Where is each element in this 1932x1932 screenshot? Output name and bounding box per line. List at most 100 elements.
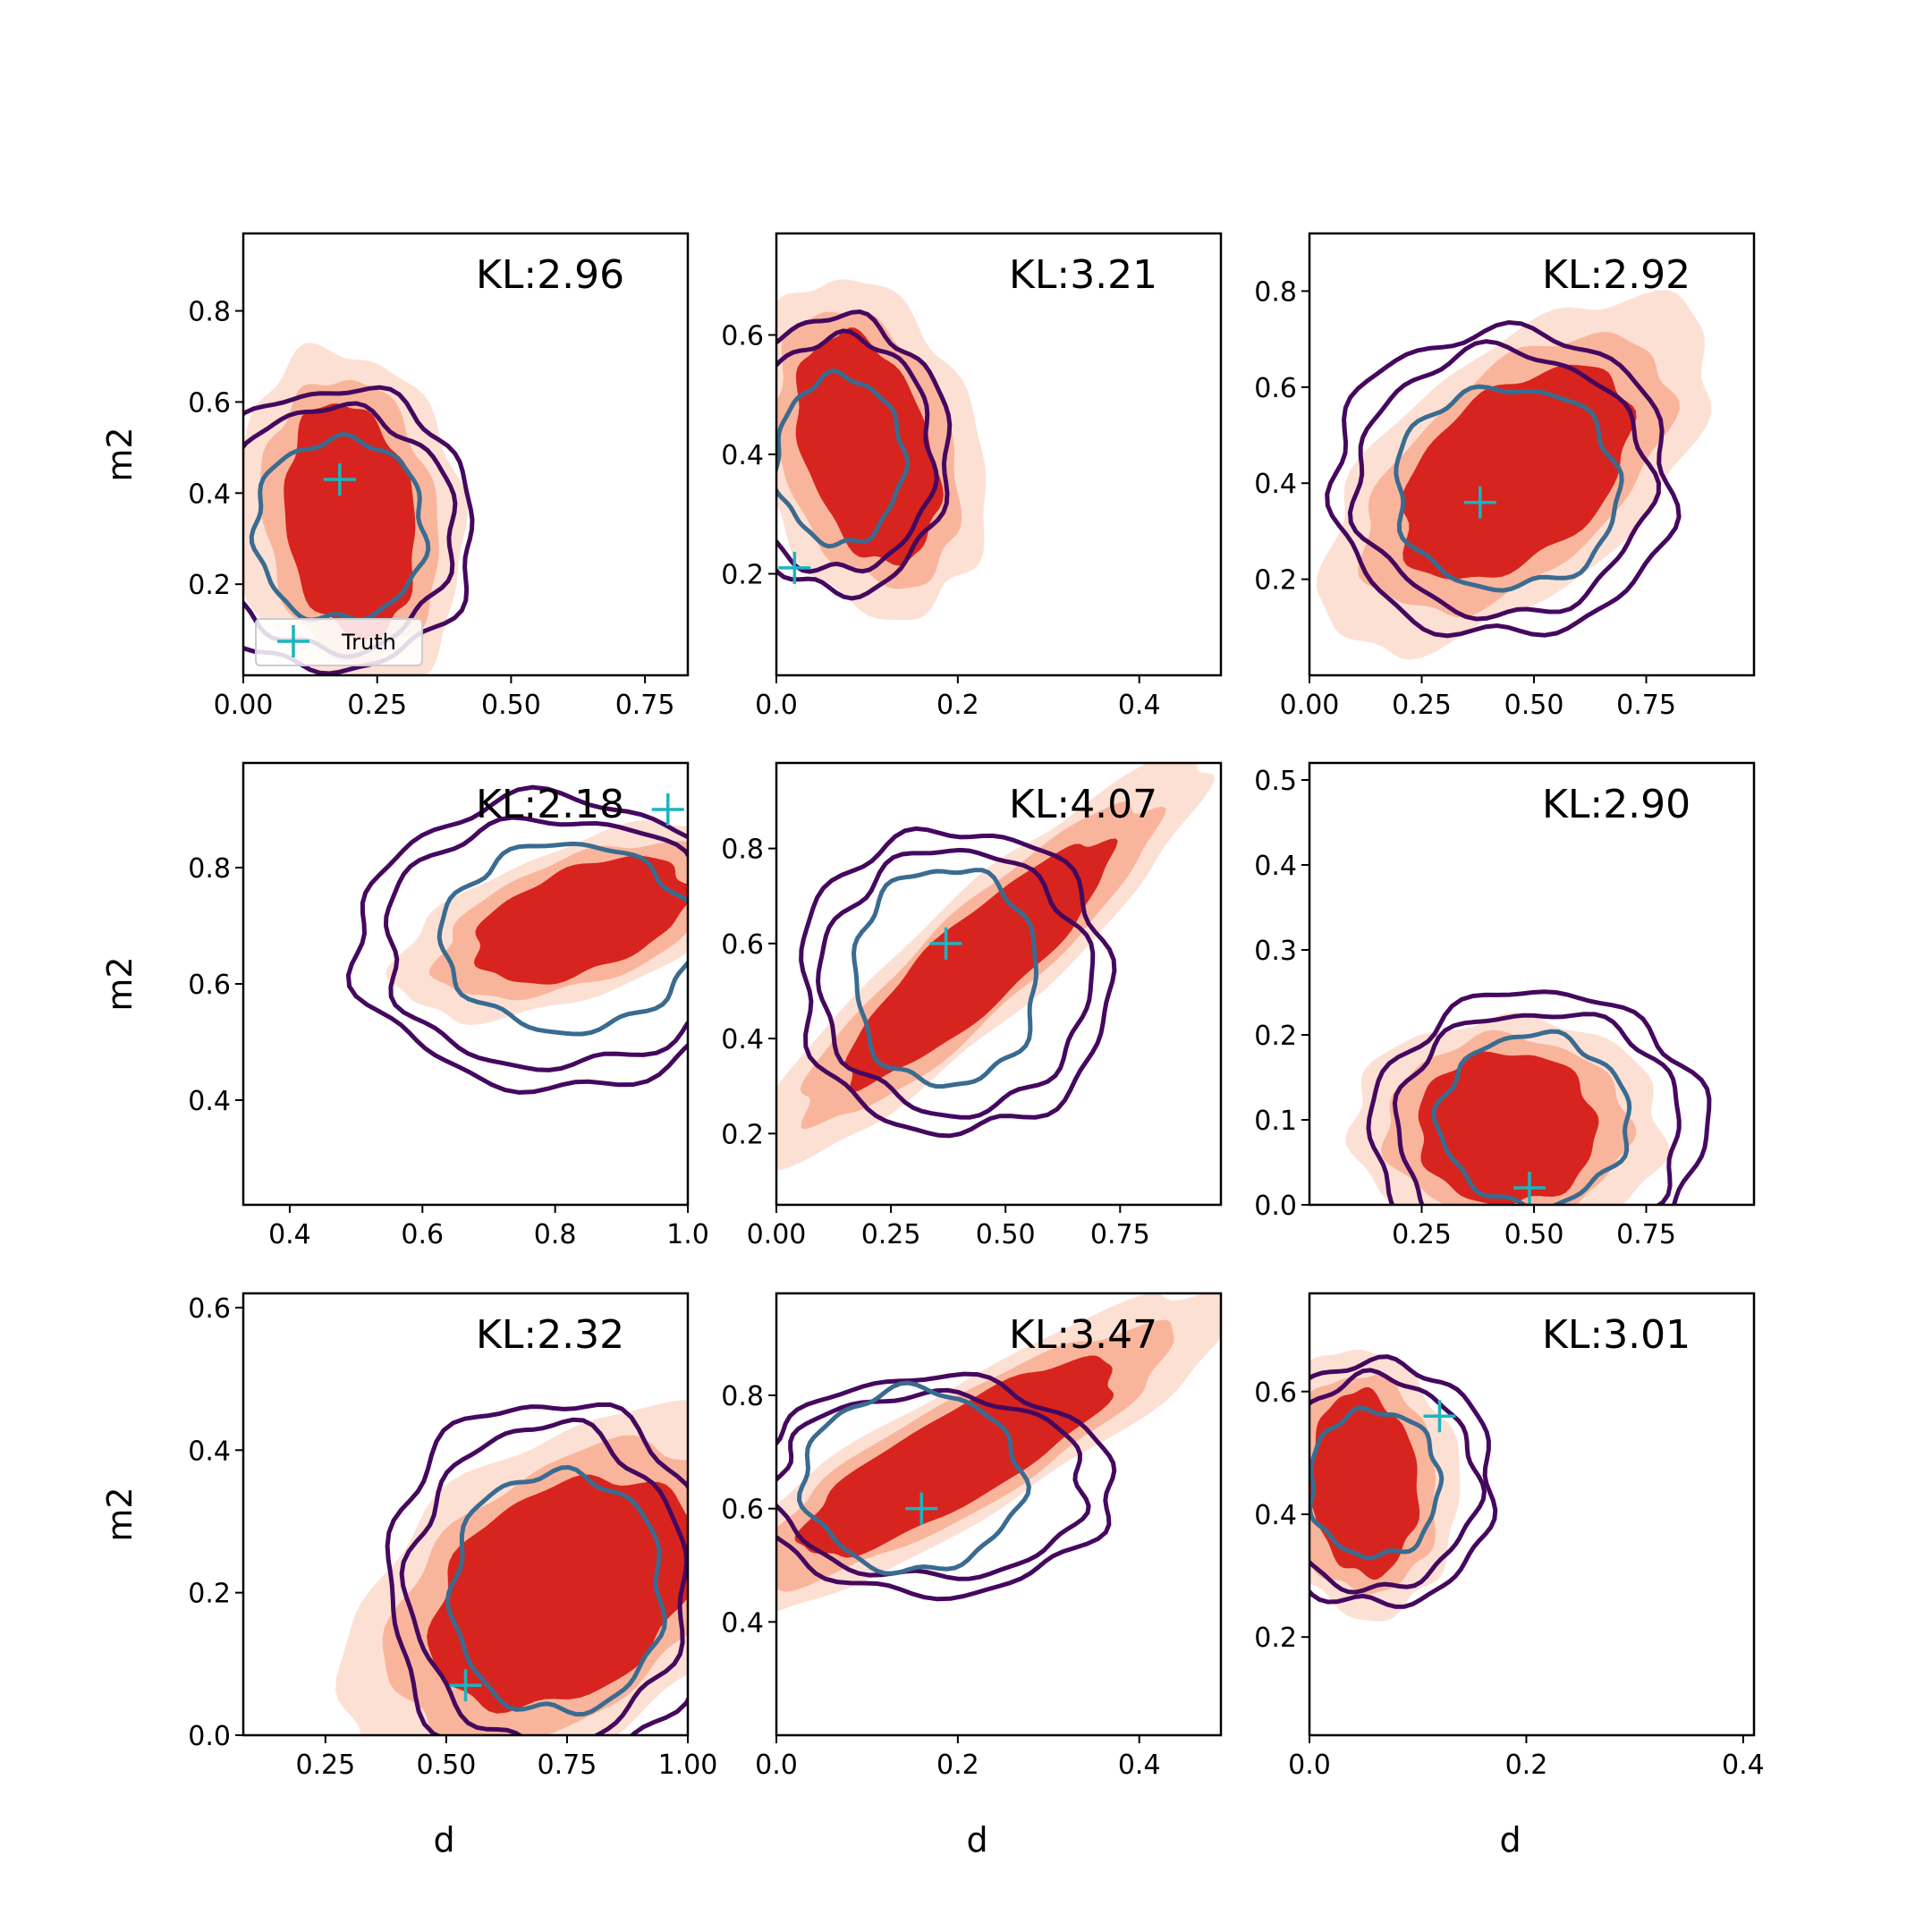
plot-area	[335, 1400, 688, 1735]
legend: Truth	[255, 618, 423, 666]
y-tick-label: 0.8	[1254, 276, 1297, 308]
contour-inner	[776, 368, 911, 549]
contour-outer	[776, 309, 953, 601]
y-tick-label: 0.2	[721, 1119, 764, 1150]
kl-label: KL:2.92	[1542, 252, 1690, 298]
y-tick-label: 0.2	[721, 560, 764, 591]
density-fill-inner	[1309, 1387, 1420, 1580]
x-tick-label: 0.25	[295, 1750, 355, 1781]
subplot-5: 0.00 0.25 0.50 0.75 0.2 0.4 0.6 0.8 KL:4.07	[721, 761, 1223, 1250]
subplot-2: 0.0 0.2 0.4 0.2 0.4 0.6 KL:3.21	[721, 232, 1223, 721]
kl-label: KL:3.21	[1009, 252, 1157, 298]
truth-marker	[651, 793, 684, 826]
y-tick-label: 0.4	[188, 1086, 231, 1117]
contour-middle	[776, 1387, 1091, 1581]
x-tick-label: 0.2	[936, 1750, 979, 1781]
axes-frame	[1308, 232, 1756, 677]
kl-label: KL:2.18	[476, 782, 624, 827]
plot-area	[1345, 989, 1712, 1205]
y-tick-label: 0.0	[188, 1721, 231, 1752]
x-axis-label: d	[966, 1820, 987, 1860]
subplot-3: 0.00 0.25 0.50 0.75 0.2 0.4 0.6 0.8 KL:2.92	[1254, 232, 1756, 721]
plot-area	[776, 279, 987, 620]
contour-inner	[249, 431, 431, 623]
contour-inner	[1431, 1029, 1632, 1205]
y-axis-label: m2	[100, 956, 140, 1011]
y-tick-label: 0.6	[188, 1293, 231, 1325]
x-tick-label: 0.75	[1616, 690, 1676, 721]
y-tick-label: 0.6	[188, 970, 231, 1001]
truth-marker	[905, 1492, 938, 1525]
y-tick-label: 0.2	[1254, 1623, 1297, 1654]
y-tick-label: 0.4	[1254, 469, 1297, 500]
x-tick-label: 0.2	[1505, 1750, 1548, 1781]
y-axis-label: m2	[100, 427, 140, 481]
y-tick-label: 0.8	[721, 1381, 764, 1412]
y-tick-label: 0.2	[1254, 1021, 1297, 1052]
kl-label: KL:3.01	[1542, 1312, 1690, 1358]
y-tick-label: 0.3	[1254, 936, 1297, 967]
x-tick-label: 0.50	[416, 1750, 476, 1781]
y-tick-label: 0.4	[1254, 851, 1297, 882]
contour-outer	[799, 826, 1117, 1139]
x-tick-label: 0.8	[534, 1219, 577, 1250]
x-tick-label: 0.00	[1280, 690, 1340, 721]
contour-outer	[776, 1371, 1117, 1602]
subplot-8: 0.0 0.2 0.4 0.4 0.6 0.8 KL:3.47 d	[721, 1292, 1223, 1860]
x-tick-label: 0.50	[976, 1219, 1036, 1250]
y-tick-label: 0.8	[188, 853, 231, 885]
subplot-1: 0.00 0.25 0.50 0.75 0.2 0.4 0.6 0.8 KL:2.96 m2 Tru…	[100, 232, 690, 721]
x-tick-label: 0.4	[268, 1219, 311, 1250]
x-axis-label: d	[1499, 1820, 1521, 1860]
axes-frame	[775, 1292, 1223, 1737]
y-tick-label: 0.2	[188, 1579, 231, 1610]
truth-marker	[323, 463, 356, 496]
y-tick-label: 0.1	[1254, 1106, 1297, 1137]
subplot-6: 0.25 0.50 0.75 0.0 0.1 0.2 0.3 0.4 0.5 KL:2.90	[1254, 761, 1756, 1250]
x-tick-label: 0.75	[1616, 1219, 1676, 1250]
kl-label: KL:2.32	[476, 1312, 624, 1358]
density-fill-inner	[1401, 364, 1637, 580]
contour-middle	[1347, 339, 1662, 622]
y-tick-label: 0.4	[188, 479, 231, 510]
contour-middle	[776, 328, 939, 574]
contour-middle	[383, 815, 688, 1072]
x-tick-label: 1.00	[658, 1750, 718, 1781]
legend-box	[255, 618, 423, 666]
plot-area	[1309, 1349, 1498, 1622]
kl-label: KL:4.07	[1009, 782, 1157, 827]
y-tick-label: 0.6	[721, 929, 764, 961]
contour-middle	[1392, 1012, 1682, 1205]
x-tick-label: 0.2	[936, 690, 979, 721]
truth-marker	[1513, 1172, 1546, 1204]
contour-outer	[385, 1402, 688, 1735]
density-fill-inner	[1418, 1051, 1599, 1205]
x-tick-label: 0.75	[1090, 1219, 1150, 1250]
axes-frame	[242, 232, 690, 677]
axes-frame	[242, 1292, 690, 1737]
kl-label: KL:3.47	[1009, 1312, 1157, 1358]
y-tick-label: 0.6	[721, 320, 764, 352]
y-axis-label: m2	[100, 1487, 140, 1541]
truth-marker	[1423, 1400, 1456, 1433]
contour-inner	[851, 868, 1038, 1089]
y-tick-label: 0.6	[1254, 1377, 1297, 1409]
y-tick-label: 0.6	[1254, 373, 1297, 404]
y-tick-label: 0.6	[721, 1495, 764, 1526]
density-fill-inner	[473, 855, 688, 985]
x-tick-label: 0.0	[1288, 1750, 1331, 1781]
truth-marker	[778, 551, 811, 584]
y-tick-label: 0.2	[1254, 565, 1297, 597]
y-tick-label: 0.4	[721, 1024, 764, 1055]
x-tick-label: 0.25	[1392, 690, 1452, 721]
x-tick-label: 0.00	[747, 1219, 807, 1250]
y-tick-label: 0.8	[721, 835, 764, 866]
density-fill-inner	[284, 403, 416, 640]
x-tick-label: 0.6	[401, 1219, 444, 1250]
contour-middle	[399, 1417, 688, 1735]
x-tick-label: 0.25	[347, 690, 407, 721]
legend-truth-marker	[277, 625, 309, 657]
subplot-4: 0.4 0.6 0.8 1.0 0.4 0.6 0.8 KL:2.18 m2	[100, 761, 709, 1250]
truth-marker	[449, 1669, 482, 1702]
